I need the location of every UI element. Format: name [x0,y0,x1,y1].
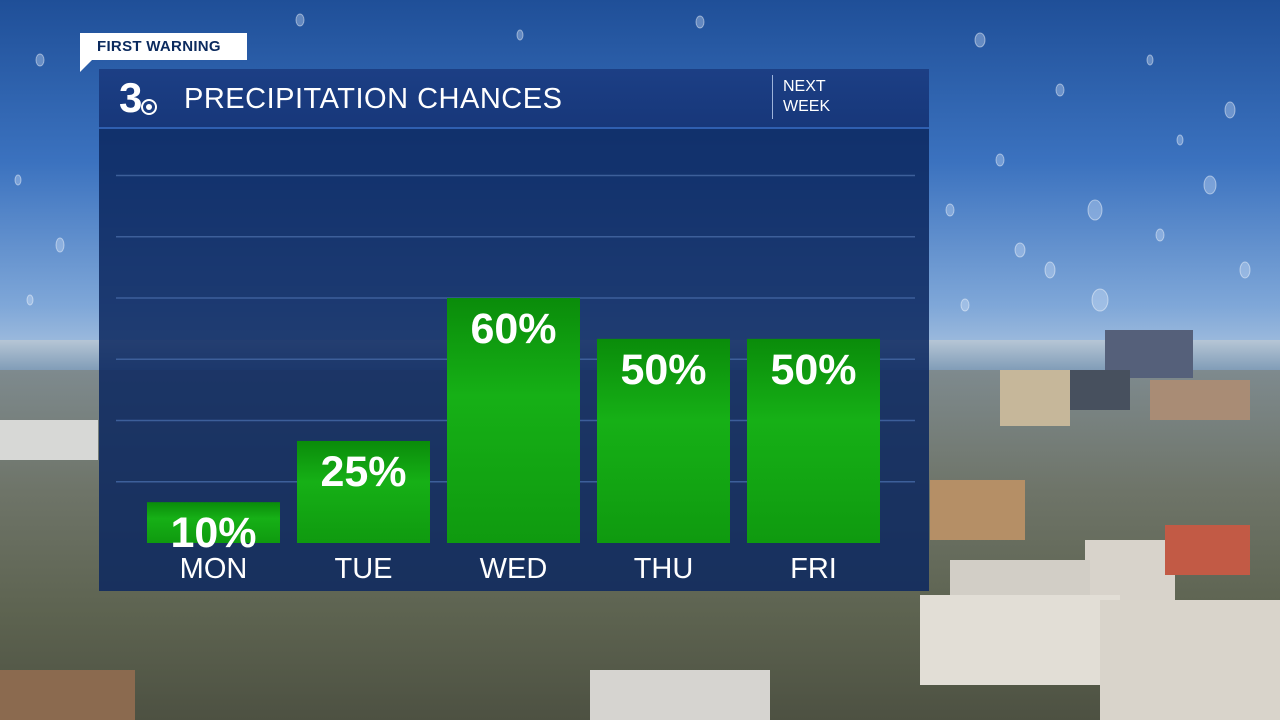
value-label: 50% [770,346,856,394]
category-label: FRI [790,553,837,585]
chart-panel: 10% MON 25% TUE 60% WED 50% THU 50% FRI [99,129,929,591]
value-label: 60% [470,305,556,353]
value-label: 10% [170,509,256,557]
building [590,670,770,720]
header-divider [772,75,773,119]
building [0,420,98,460]
logo-number: 3 [119,74,143,121]
building [1070,370,1130,410]
bar-fri [747,338,880,543]
bar-thu [597,338,730,543]
building [1165,525,1250,575]
building [1085,540,1175,600]
building [0,670,135,720]
station-logo: 3 [119,75,163,121]
chart-header: 3 PRECIPITATION CHANCES NEXT WEEK [99,69,929,129]
subtitle-line: WEEK [783,98,831,115]
category-label: WED [480,553,548,585]
value-label: 50% [620,346,706,394]
eye-icon [141,99,157,115]
category-label: THU [634,553,694,585]
building [1100,600,1280,720]
category-label: TUE [335,553,393,585]
chart-subtitle: NEXT WEEK [783,77,863,117]
precipitation-bar-chart: 10%MON 25% TUE 60% WED 50% THU 50% FRI [116,174,915,585]
bar-wed [447,298,580,543]
chart-title: PRECIPITATION CHANCES [184,83,563,115]
bar-mon [147,502,280,543]
subtitle-line: NEXT [783,78,826,95]
building [930,480,1025,540]
category-label: MON [180,553,248,585]
value-label: 25% [320,448,406,496]
bar-tue [297,440,430,543]
building [1000,370,1070,426]
building [1150,380,1250,420]
building [920,595,1120,685]
first-warning-tag: FIRST WARNING [80,33,247,72]
